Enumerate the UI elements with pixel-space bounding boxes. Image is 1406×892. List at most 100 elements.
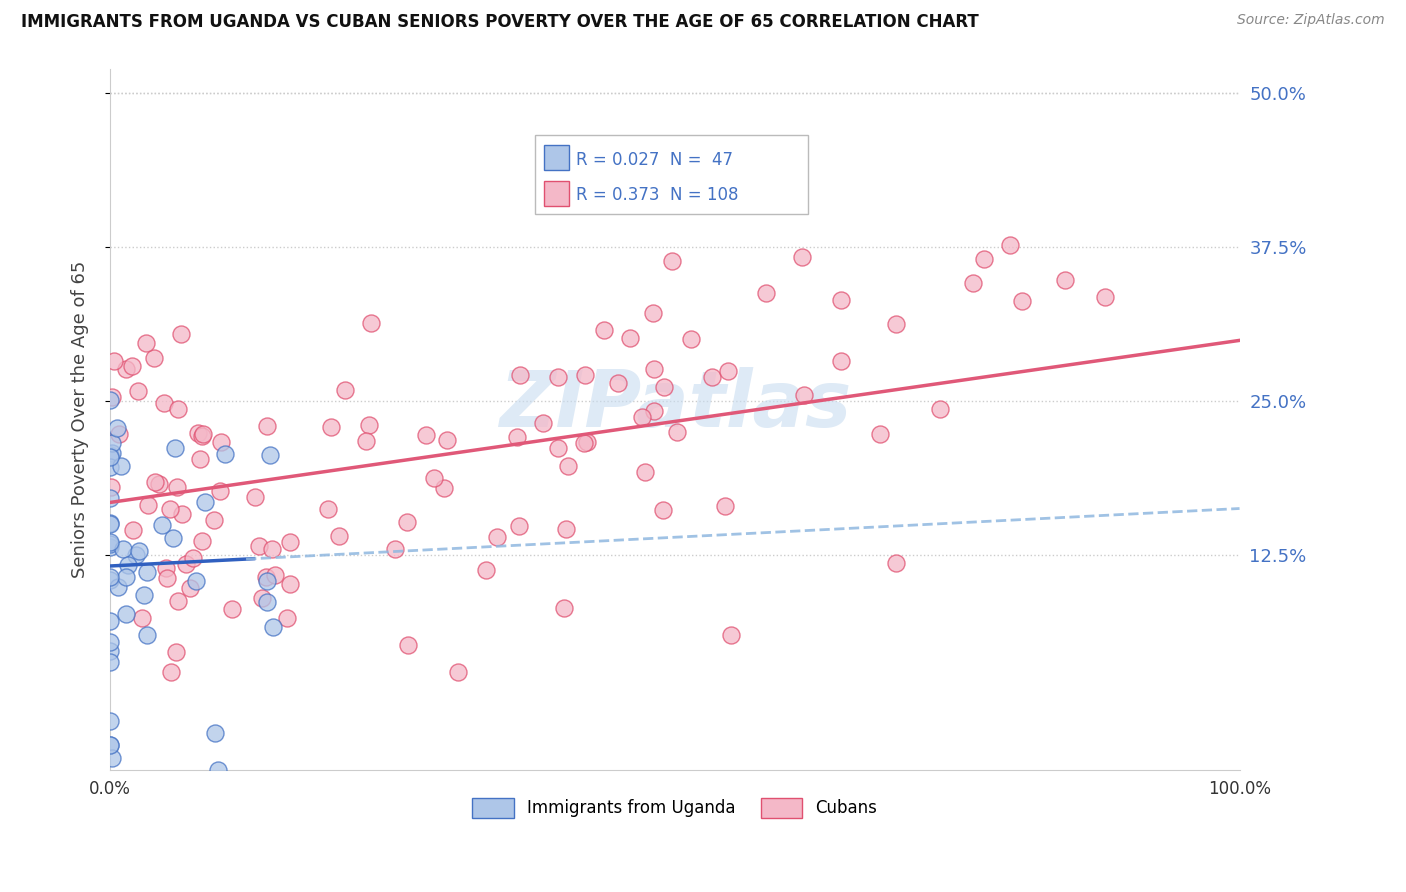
Point bbox=[125, 548, 148, 562]
Point bbox=[256, 595, 278, 609]
Point bbox=[262, 620, 284, 634]
Point bbox=[98, 643, 121, 657]
Point bbox=[98, 739, 121, 753]
Point bbox=[98, 739, 121, 753]
Point bbox=[128, 543, 150, 558]
Point bbox=[172, 507, 194, 521]
Point bbox=[447, 665, 470, 679]
Point bbox=[830, 354, 852, 368]
Point bbox=[100, 446, 122, 460]
Point bbox=[547, 441, 569, 455]
Point bbox=[98, 450, 121, 464]
Point bbox=[135, 627, 157, 641]
Point bbox=[276, 611, 298, 625]
Point bbox=[574, 368, 596, 383]
Point bbox=[433, 481, 456, 495]
Text: R = 0.373  N = 108: R = 0.373 N = 108 bbox=[576, 186, 738, 203]
Point bbox=[98, 540, 121, 554]
Point bbox=[152, 396, 174, 410]
Point bbox=[962, 276, 984, 290]
Point bbox=[101, 390, 124, 404]
Point bbox=[155, 561, 177, 575]
Point bbox=[98, 516, 121, 530]
Point bbox=[547, 370, 569, 384]
Point bbox=[181, 551, 204, 566]
Point bbox=[665, 425, 688, 439]
Point bbox=[631, 409, 654, 424]
Point bbox=[316, 501, 339, 516]
Point bbox=[143, 351, 166, 365]
Point bbox=[702, 369, 724, 384]
Point bbox=[886, 317, 908, 331]
Point bbox=[661, 254, 683, 268]
Point bbox=[651, 502, 673, 516]
Point bbox=[159, 665, 181, 679]
Point bbox=[98, 570, 121, 584]
Point bbox=[166, 480, 188, 494]
Point bbox=[415, 428, 437, 442]
Point bbox=[359, 417, 381, 432]
Point bbox=[553, 601, 575, 615]
Point bbox=[929, 401, 952, 416]
Point bbox=[107, 581, 129, 595]
Point bbox=[108, 426, 131, 441]
Point bbox=[572, 435, 595, 450]
Point bbox=[652, 380, 675, 394]
Point bbox=[121, 524, 143, 538]
Point bbox=[209, 484, 232, 499]
Point bbox=[202, 512, 225, 526]
Point bbox=[98, 448, 121, 462]
Point bbox=[717, 364, 740, 378]
Text: IMMIGRANTS FROM UGANDA VS CUBAN SENIORS POVERTY OVER THE AGE OF 65 CORRELATION C: IMMIGRANTS FROM UGANDA VS CUBAN SENIORS … bbox=[21, 13, 979, 31]
Point bbox=[98, 393, 121, 408]
Point bbox=[398, 638, 420, 652]
Point bbox=[593, 323, 616, 337]
Point bbox=[179, 581, 201, 595]
Point bbox=[973, 252, 995, 266]
Point bbox=[221, 602, 243, 616]
Point bbox=[679, 332, 702, 346]
Point bbox=[508, 519, 530, 533]
Point bbox=[98, 614, 121, 628]
Point bbox=[554, 522, 576, 536]
Point bbox=[100, 435, 122, 450]
Point bbox=[360, 316, 382, 330]
Point bbox=[98, 656, 121, 670]
Point bbox=[423, 471, 446, 485]
Point bbox=[278, 577, 301, 591]
Point bbox=[486, 530, 509, 544]
Point bbox=[607, 376, 630, 390]
Point bbox=[135, 336, 157, 351]
Point bbox=[136, 498, 159, 512]
Point bbox=[869, 427, 891, 442]
Point bbox=[103, 354, 125, 368]
Y-axis label: Seniors Poverty Over the Age of 65: Seniors Poverty Over the Age of 65 bbox=[72, 260, 89, 578]
Point bbox=[100, 480, 122, 494]
Text: R = 0.027  N =  47: R = 0.027 N = 47 bbox=[576, 151, 733, 169]
Point bbox=[190, 534, 212, 549]
Point bbox=[720, 628, 742, 642]
Point bbox=[159, 501, 181, 516]
Point bbox=[641, 306, 664, 320]
Point bbox=[243, 490, 266, 504]
Point bbox=[256, 419, 278, 434]
Point bbox=[633, 465, 655, 479]
Point bbox=[1094, 290, 1116, 304]
Point bbox=[250, 591, 273, 605]
Point bbox=[162, 531, 184, 545]
Point bbox=[127, 384, 149, 398]
Point bbox=[165, 645, 187, 659]
Legend: Immigrants from Uganda, Cubans: Immigrants from Uganda, Cubans bbox=[465, 791, 884, 825]
Point bbox=[131, 611, 153, 625]
Point bbox=[207, 763, 229, 777]
Point bbox=[333, 383, 356, 397]
Point bbox=[884, 556, 907, 570]
Point bbox=[105, 421, 128, 435]
Point bbox=[191, 426, 214, 441]
Point bbox=[998, 238, 1021, 252]
Point bbox=[143, 475, 166, 489]
Point bbox=[506, 430, 529, 444]
Point bbox=[134, 588, 156, 602]
Point bbox=[101, 750, 124, 764]
Point bbox=[436, 434, 458, 448]
